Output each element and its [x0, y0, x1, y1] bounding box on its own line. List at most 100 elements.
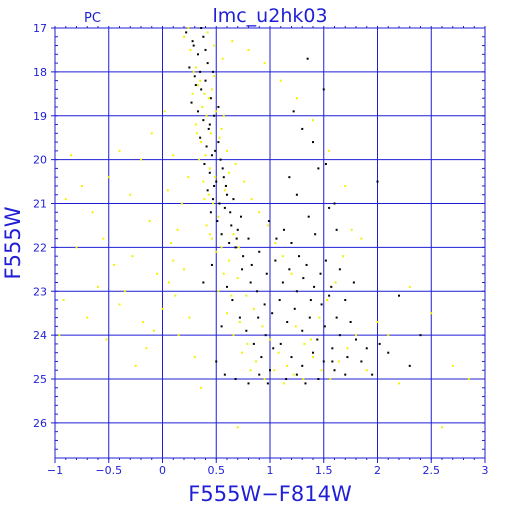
black-star-point: [312, 351, 314, 354]
yellow-star-point: [226, 312, 228, 315]
black-star-point: [365, 347, 368, 350]
black-star-point: [305, 263, 308, 266]
black-star-point: [220, 325, 223, 328]
yellow-star-point: [274, 242, 277, 244]
black-star-point: [290, 242, 293, 244]
yellow-star-point: [228, 171, 231, 174]
yellow-star-point: [210, 88, 213, 91]
yellow-star-point: [295, 97, 298, 100]
black-star-point: [344, 299, 347, 302]
black-star-point: [223, 373, 226, 376]
black-star-point: [217, 105, 220, 108]
yellow-star-point: [398, 382, 400, 385]
black-star-point: [333, 369, 336, 372]
black-star-point: [224, 184, 227, 187]
black-star-point: [282, 228, 285, 231]
black-star-point: [208, 171, 211, 174]
black-star-point: [263, 303, 266, 306]
y-tick-label: 18: [33, 66, 47, 79]
black-star-point: [376, 180, 379, 183]
black-star-point: [314, 233, 317, 236]
yellow-star-point: [328, 149, 331, 152]
black-star-point: [331, 360, 334, 363]
black-star-point: [202, 281, 205, 284]
black-star-point: [292, 110, 295, 113]
black-star-point: [279, 342, 282, 345]
black-star-point: [229, 211, 232, 214]
black-star-point: [207, 127, 210, 130]
yellow-star-point: [344, 184, 347, 187]
black-star-point: [203, 163, 206, 166]
yellow-star-point: [210, 237, 213, 240]
x-tick-label: 2: [374, 464, 381, 477]
black-star-point: [206, 189, 209, 192]
yellow-star-point: [226, 149, 228, 152]
black-star-point: [319, 272, 322, 275]
yellow-star-point: [194, 66, 197, 69]
yellow-star-point: [180, 202, 183, 205]
yellow-star-point: [277, 351, 280, 354]
yellow-star-point: [145, 347, 148, 350]
black-star-point: [247, 237, 250, 240]
yellow-star-point: [183, 268, 185, 271]
black-star-point: [212, 70, 215, 73]
yellow-star-point: [281, 255, 284, 258]
yellow-star-point: [320, 369, 323, 372]
yellow-star-point: [206, 31, 209, 34]
yellow-star-point: [232, 334, 235, 337]
black-star-point: [213, 114, 216, 117]
x-axis-label: F555W−F814W: [188, 482, 352, 506]
yellow-star-point: [118, 149, 121, 152]
black-star-point: [269, 369, 271, 372]
yellow-star-point: [292, 373, 295, 376]
black-star-point: [281, 281, 284, 284]
yellow-star-point: [255, 360, 258, 363]
black-star-point: [202, 119, 205, 122]
yellow-star-point: [205, 224, 208, 227]
x-tick-label: 3: [482, 464, 489, 477]
yellow-star-point: [408, 285, 411, 288]
black-star-point: [252, 342, 255, 345]
black-star-point: [288, 268, 291, 271]
yellow-star-point: [198, 158, 201, 161]
yellow-star-point: [312, 119, 314, 122]
yellow-star-point: [279, 79, 282, 82]
black-star-point: [191, 40, 194, 43]
yellow-star-point: [350, 228, 353, 231]
yellow-star-point: [365, 369, 368, 372]
black-star-point: [312, 141, 314, 144]
black-star-point: [210, 154, 213, 157]
yellow-star-point: [215, 250, 218, 253]
black-star-point: [216, 220, 219, 223]
yellow-star-point: [355, 334, 357, 337]
black-star-point: [234, 378, 237, 381]
yellow-star-point: [325, 299, 328, 302]
yellow-star-point: [231, 40, 234, 43]
black-star-point: [200, 27, 203, 29]
black-star-point: [306, 57, 309, 60]
black-star-point: [221, 167, 224, 170]
yellow-star-point: [220, 127, 223, 130]
yellow-star-point: [86, 316, 89, 319]
black-star-point: [210, 263, 213, 266]
black-star-point: [301, 329, 304, 332]
yellow-star-point: [228, 259, 231, 262]
black-star-point: [330, 285, 333, 288]
yellow-star-point: [134, 364, 137, 367]
black-star-point: [323, 325, 326, 328]
black-star-point: [335, 316, 338, 319]
yellow-star-point: [241, 351, 244, 354]
yellow-star-point: [346, 347, 349, 350]
black-star-point: [249, 281, 252, 284]
yellow-star-point: [247, 48, 250, 51]
black-star-point: [346, 356, 349, 359]
black-star-point: [338, 268, 341, 271]
yellow-star-point: [207, 97, 210, 100]
black-star-point: [322, 360, 325, 363]
yellow-star-point: [196, 84, 199, 87]
chart-title: lmc_u2hk03: [212, 5, 327, 27]
yellow-star-point: [207, 193, 210, 196]
yellow-star-point: [205, 114, 208, 117]
y-tick-label: 19: [33, 110, 47, 123]
x-tick-label: 0: [159, 464, 166, 477]
